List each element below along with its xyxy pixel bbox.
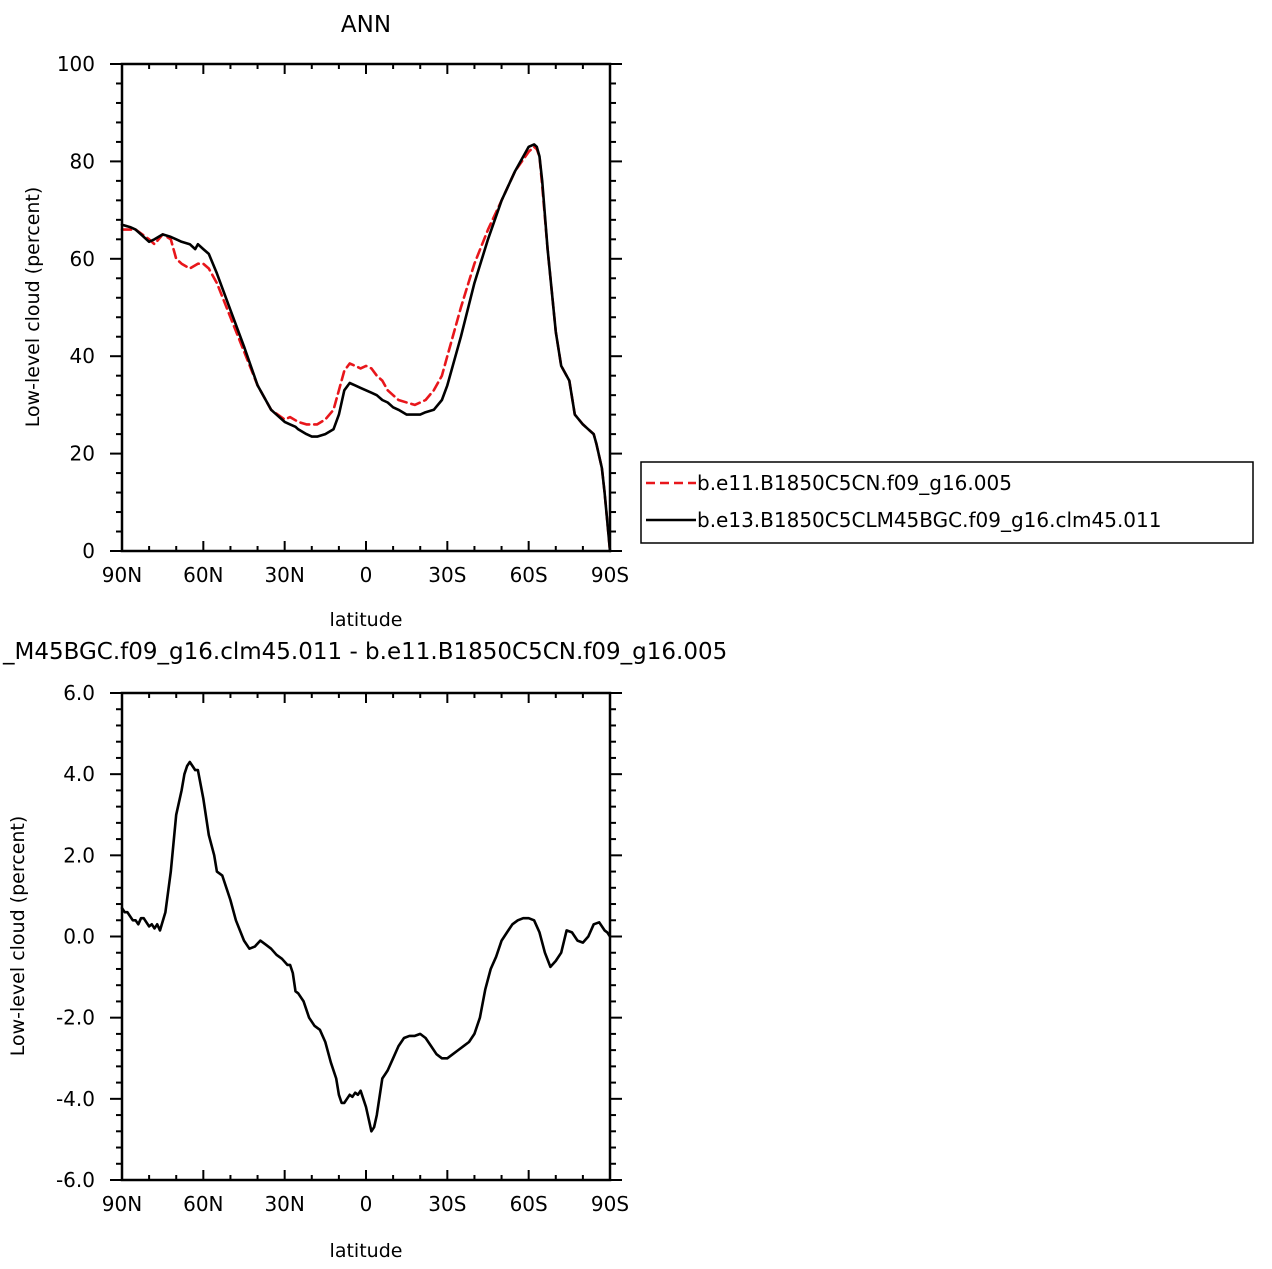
bottom-x-tick-label: 90S	[591, 1192, 629, 1216]
bottom-y-tick-label: 2.0	[63, 843, 95, 867]
bottom-y-tick-label: 0.0	[63, 925, 95, 949]
bottom-y-tick-label: -4.0	[56, 1087, 95, 1111]
legend-label-series-2: b.e13.B1850C5CLM45BGC.f09_g16.clm45.011	[697, 508, 1161, 532]
top-x-tick-label: 60S	[510, 563, 548, 587]
top-y-tick-label: 40	[70, 344, 95, 368]
bottom-y-tick-label: 6.0	[63, 681, 95, 705]
bottom-series-layer	[120, 760, 612, 1133]
legend-label-series-1: b.e11.B1850C5CN.f09_g16.005	[697, 471, 1012, 495]
top-plot-frame	[120, 62, 612, 553]
legend: b.e11.B1850C5CN.f09_g16.005 b.e13.B1850C…	[640, 461, 1254, 544]
bottom-x-axis-label: latitude	[330, 1240, 403, 1262]
top-x-tick-label: 90N	[102, 563, 142, 587]
bottom-x-tick-label: 30S	[428, 1192, 466, 1216]
top-y-tick-label: 0	[82, 539, 95, 563]
bottom-panel-title: _M45BGC.f09_g16.clm45.011 - b.e11.B1850C…	[2, 639, 727, 665]
bottom-y-tick-label: -2.0	[56, 1006, 95, 1030]
top-x-tick-label: 0	[360, 563, 373, 587]
bottom-x-tick-label: 60S	[510, 1192, 548, 1216]
top-series-line-1	[120, 145, 612, 553]
legend-box	[640, 461, 1254, 544]
bottom-series-line-1	[120, 760, 612, 1133]
top-x-tick-label: 90S	[591, 563, 629, 587]
top-x-tick-label: 60N	[183, 563, 223, 587]
bottom-x-tick-label: 60N	[183, 1192, 223, 1216]
bottom-y-tick-label: -6.0	[56, 1168, 95, 1192]
bottom-y-tick-label: 4.0	[63, 762, 95, 786]
top-y-tick-label: 60	[70, 247, 95, 271]
top-series-layer	[120, 143, 612, 553]
top-panel-title: ANN	[341, 12, 391, 38]
bottom-x-tick-label: 30N	[264, 1192, 304, 1216]
top-y-tick-label: 100	[57, 52, 95, 76]
bottom-ticks: 90N 60N 30N 0 30S 60S 90S -6.0 -4.0 -2.0 0.0 2.0 4.0…	[56, 681, 629, 1216]
top-x-axis-label: latitude	[330, 609, 403, 631]
top-y-tick-label: 20	[70, 442, 95, 466]
top-series-line-2	[120, 143, 612, 553]
bottom-x-tick-label: 90N	[102, 1192, 142, 1216]
top-ticks: 90N 60N 30N 0 30S 60S 90S 0 20 40 60 80 100	[57, 52, 629, 587]
top-y-axis-label: Low-level cloud (percent)	[22, 187, 44, 428]
top-y-tick-label: 80	[70, 149, 95, 173]
top-panel: ANN 90N 60N 30N 0 30S 60S 90S 0 20 40 60 80 100 lati…	[22, 12, 629, 631]
bottom-panel: _M45BGC.f09_g16.clm45.011 - b.e11.B1850C…	[2, 639, 727, 1262]
top-x-tick-label: 30S	[428, 563, 466, 587]
bottom-y-axis-label: Low-level cloud (percent)	[7, 816, 29, 1057]
bottom-x-tick-label: 0	[360, 1192, 373, 1216]
top-x-tick-label: 30N	[264, 563, 304, 587]
